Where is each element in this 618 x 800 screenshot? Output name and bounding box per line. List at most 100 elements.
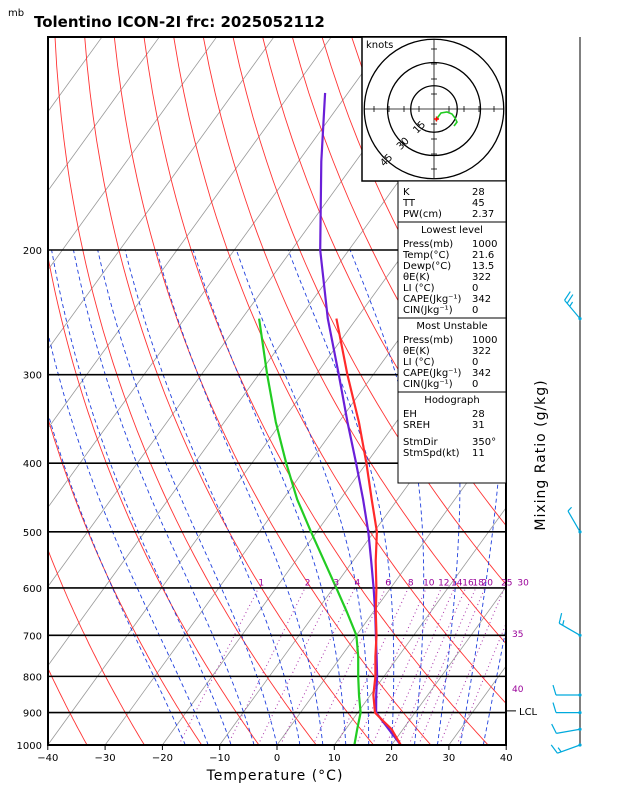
pressure-tick-label: 200 [23, 246, 42, 257]
barb-flag [550, 744, 558, 754]
dry-adiabat [113, 37, 432, 745]
temperature-tick-label: 30 [443, 753, 456, 764]
dry-adiabat [262, 37, 506, 527]
index-value: 322 [472, 272, 491, 283]
pressure-tick-label: 400 [23, 459, 42, 470]
index-name: K [403, 187, 410, 198]
moist-adiabat [156, 249, 324, 745]
barb-half-flag [569, 301, 574, 307]
index-name: Press(mb) [403, 239, 453, 250]
mixing-ratio-label: 20 [481, 579, 493, 589]
mixing-ratio-label: 30 [517, 579, 529, 589]
isotherm-line [391, 586, 506, 745]
dry-adiabat [84, 37, 374, 745]
index-value: 0 [472, 357, 478, 368]
moist-adiabat [97, 249, 278, 745]
wind-barb [552, 684, 582, 697]
pressure-unit-label: mb [8, 8, 24, 19]
index-name: LI (°C) [403, 357, 435, 368]
isotherm-line [48, 37, 332, 429]
temperature-curve [335, 318, 402, 745]
mixing-ratio-line [355, 587, 427, 745]
barb-half-flag [562, 620, 565, 626]
section-title: Lowest level [421, 225, 483, 236]
hodograph-ring [410, 85, 458, 133]
index-value: 45 [472, 198, 485, 209]
isotherm-line [48, 37, 447, 588]
index-value: 2.37 [472, 209, 494, 220]
index-value: 0 [472, 305, 478, 316]
pressure-tick-label: 800 [23, 672, 42, 683]
mixing-ratio-line [280, 587, 356, 745]
barb-flag [552, 684, 557, 696]
barb-flag [564, 291, 571, 301]
temperature-ticks: −40 −30 −20 −10 0 10 20 30 40 [37, 745, 513, 764]
index-value: 322 [472, 346, 491, 357]
moist-adiabat [48, 331, 209, 745]
index-value: 1000 [472, 335, 497, 346]
dry-adiabat [54, 37, 317, 745]
index-name: Dewp(°C) [403, 261, 451, 272]
mixing-ratio-line [336, 587, 409, 745]
hodograph-ring [386, 61, 482, 157]
hodograph-units: knots [366, 40, 393, 51]
index-value: 342 [472, 294, 491, 305]
mixing-ratio-label: 10 [423, 579, 435, 589]
index-value: 0 [472, 283, 478, 294]
dewpoint-curve [258, 318, 362, 745]
moist-adiabat [51, 249, 232, 745]
x-axis-label: Temperature (°C) [206, 768, 344, 784]
mixing-ratio-label: 8 [408, 579, 414, 589]
mixing-ratio-label: 1 [258, 579, 264, 589]
moist-adiabat [482, 626, 506, 745]
pressure-tick-label: 500 [23, 528, 42, 539]
mixing-ratio-label: 12 [438, 579, 449, 589]
dry-adiabat [48, 667, 88, 745]
wind-barb [552, 702, 582, 715]
pressure-ticks: 200 300 400 500 600 700 800 900 1000 [17, 246, 42, 752]
pressure-tick-label: 700 [23, 631, 42, 642]
mixing-ratio-label: 6 [385, 579, 391, 589]
theta-label: 40 [512, 685, 524, 695]
wind-barb [551, 723, 582, 734]
index-name: PW(cm) [403, 209, 442, 220]
dry-adiabat [48, 417, 203, 745]
sounding-profiles [258, 92, 402, 745]
mixing-ratio-line [371, 587, 442, 745]
index-name: LI (°C) [403, 283, 435, 294]
moist-adiabat [192, 249, 347, 745]
mixing-ratio-axis-label: Mixing Ratio (g/kg) [533, 379, 549, 530]
index-value: 13.5 [472, 261, 494, 272]
index-name: SREH [403, 420, 430, 431]
dry-adiabat [559, 37, 618, 745]
index-name: CIN(Jkg⁻¹) [403, 379, 453, 390]
temperature-tick-label: −30 [95, 753, 116, 764]
index-name: CAPE(Jkg⁻¹) [403, 294, 461, 305]
temperature-tick-label: 40 [500, 753, 513, 764]
wind-barbs [550, 37, 582, 754]
mixing-ratio-line [418, 587, 486, 745]
barb-flag [552, 702, 557, 713]
isotherm-line [564, 37, 618, 745]
mixing-ratio-label: 2 [305, 579, 311, 589]
mixing-ratio-label: 18 [472, 579, 484, 589]
pressure-tick-label: 1000 [17, 741, 42, 752]
index-name: CIN(Jkg⁻¹) [403, 305, 453, 316]
barb-half-flag [567, 506, 573, 512]
index-value: 0 [472, 379, 478, 390]
barb-shaft [567, 510, 581, 533]
barb-half-flag [557, 747, 562, 753]
dry-adiabat [48, 254, 260, 745]
temperature-tick-label: 10 [328, 753, 341, 764]
index-name: EH [403, 409, 417, 420]
wind-barb [567, 506, 582, 534]
dry-adiabat [589, 37, 618, 745]
index-value: 342 [472, 368, 491, 379]
index-name: Press(mb) [403, 335, 453, 346]
mixing-ratio-label: 4 [355, 579, 361, 589]
index-value: 28 [472, 409, 485, 420]
mixing-ratio-label: 25 [501, 579, 512, 589]
mixing-ratio-line [227, 587, 306, 745]
